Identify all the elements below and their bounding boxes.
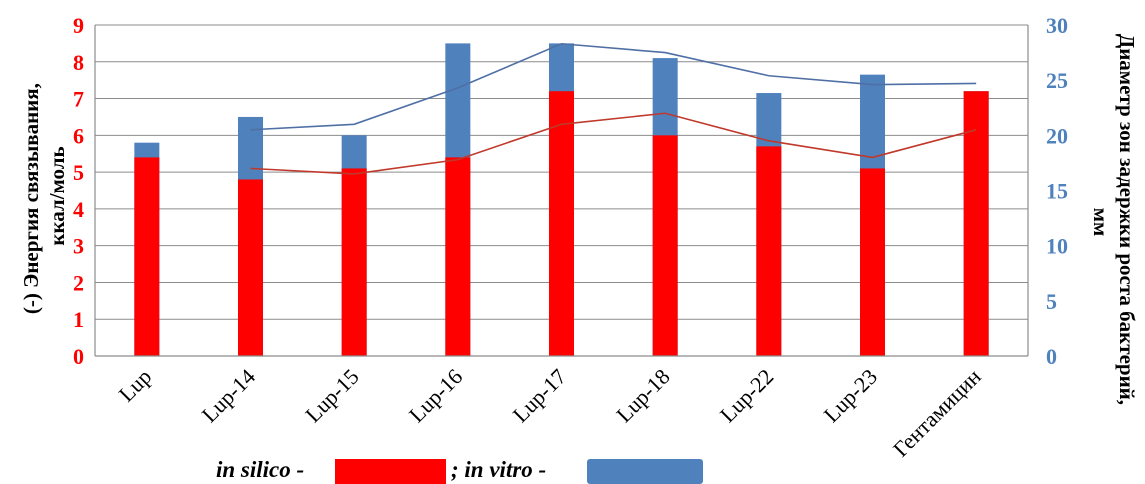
category-label: Lup-22	[715, 364, 778, 427]
right-tick-label: 15	[1046, 179, 1068, 204]
left-tick-label: 6	[73, 123, 84, 148]
left-tick-label: 3	[73, 234, 84, 259]
right-tick-label: 25	[1046, 68, 1068, 93]
right-axis-ticks: 0 5 10 15 20 25 30	[1046, 13, 1068, 369]
bar-in-silico	[341, 168, 367, 356]
right-tick-label: 30	[1046, 13, 1068, 38]
left-tick-label: 8	[73, 50, 84, 75]
left-tick-label: 5	[73, 160, 84, 185]
right-tick-label: 0	[1046, 344, 1057, 369]
bar-group	[134, 43, 989, 357]
legend-silico-swatch	[335, 459, 446, 484]
bar-in-silico	[549, 91, 574, 356]
line-blue-series	[250, 42, 977, 131]
right-axis-title: Диаметр зон задержки роста бактерий, мм	[1089, 34, 1139, 411]
left-tick-label: 0	[73, 344, 84, 369]
left-axis-title: (-) Энергия связывания, ккал/моль	[19, 78, 69, 314]
legend: in silico - ; in vitro -	[216, 457, 703, 484]
left-tick-label: 1	[73, 307, 84, 332]
legend-vitro-label: ; in vitro -	[451, 457, 546, 482]
line-red-series	[250, 112, 977, 175]
right-tick-label: 5	[1046, 289, 1057, 314]
left-axis-ticks: 0 1 2 3 4 5 6 7 8 9	[73, 13, 84, 369]
legend-vitro-swatch	[587, 459, 703, 484]
category-label: Lup-15	[300, 364, 363, 427]
category-label: Lup-18	[611, 364, 674, 427]
axes	[94, 25, 1029, 357]
category-label: Гентамицин	[888, 364, 986, 462]
bar-in-silico	[963, 91, 989, 356]
category-label: Lup-23	[819, 364, 882, 427]
category-label: Lup-17	[508, 364, 571, 427]
bar-in-silico	[860, 168, 885, 356]
left-tick-label: 9	[73, 13, 84, 38]
right-tick-label: 20	[1046, 123, 1068, 148]
legend-silico-label: in silico -	[216, 457, 304, 482]
bar-in-silico	[238, 179, 263, 356]
category-label: Lup-14	[197, 364, 260, 427]
bar-in-silico	[445, 157, 471, 356]
left-tick-label: 7	[73, 87, 84, 112]
category-label: Lup-16	[404, 364, 467, 427]
right-tick-label: 10	[1046, 234, 1068, 259]
x-axis-ticks: Lup Lup-14 Lup-15 Lup-16 Lup-17 Lup-18 Lup-22 L…	[114, 364, 986, 462]
category-label: Lup	[114, 364, 157, 407]
bar-in-silico	[756, 146, 782, 356]
line-group	[250, 42, 977, 175]
bar-in-silico	[652, 135, 678, 356]
left-tick-label: 2	[73, 270, 84, 295]
bar-in-silico	[134, 157, 160, 356]
left-tick-label: 4	[73, 197, 84, 222]
